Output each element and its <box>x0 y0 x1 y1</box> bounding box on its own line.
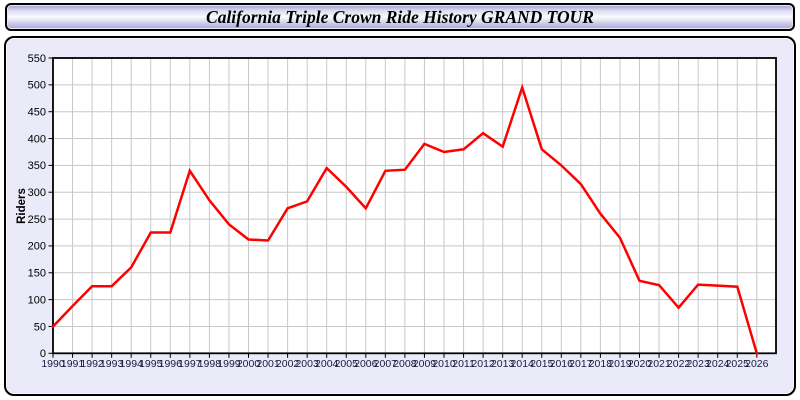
title-bar: California Triple Crown Ride History GRA… <box>5 3 795 31</box>
chart-panel <box>4 36 796 396</box>
page-title: California Triple Crown Ride History GRA… <box>206 6 594 27</box>
